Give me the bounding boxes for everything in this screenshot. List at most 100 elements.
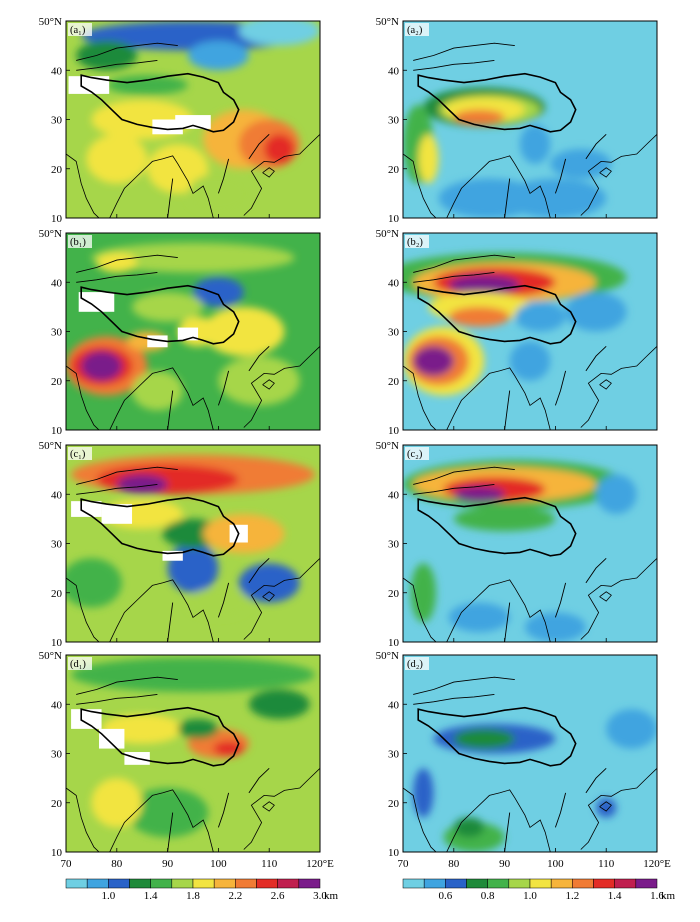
contour-region [606, 709, 657, 749]
coastline [66, 787, 214, 852]
colorbar-swatch [235, 878, 257, 889]
map-panel-c1: 10 20 30 40 50°N (c₁) [39, 440, 321, 649]
coastline [262, 379, 275, 390]
colorbar-swatch [402, 878, 425, 889]
contour-region [116, 474, 168, 495]
coastline [66, 365, 214, 430]
colorbar-unit: km [324, 890, 339, 902]
contour-field-d2 [403, 655, 657, 852]
lat-tick-label: 30 [51, 539, 63, 551]
colorbar-swatch [423, 878, 446, 889]
river-line [167, 178, 174, 218]
contour-region [596, 474, 637, 514]
panel-label-b1: (b₁) [70, 237, 86, 248]
lat-tick-label: 10 [388, 847, 400, 859]
lat-tick-label: 40 [388, 277, 400, 289]
missing-data-area [71, 501, 102, 517]
river-line [217, 792, 230, 828]
boundaries-b1 [66, 254, 320, 430]
missing-data-area [71, 709, 102, 729]
river-line [248, 345, 270, 372]
colorbar-swatch [65, 878, 88, 889]
lat-tick-label: 10 [51, 425, 63, 437]
lat-tick-label: 20 [51, 164, 63, 176]
boundaries-c2 [403, 466, 657, 642]
colorbar-label: 1.8 [186, 890, 200, 902]
river-line [585, 557, 607, 584]
lat-tick-label: 30 [51, 115, 63, 127]
coastline [262, 591, 275, 602]
contour-region [453, 506, 556, 532]
river-line [76, 271, 158, 283]
colorbar-swatch [108, 878, 130, 889]
colorbar-right: 0.6 0.8 1.0 1.2 1.4 1.6km [402, 878, 676, 902]
river-line [413, 676, 515, 695]
lat-tick-label: 40 [388, 65, 400, 77]
panel-label-d2: (d₂) [407, 659, 423, 670]
missing-data-area [99, 728, 125, 749]
contour-region [71, 657, 315, 692]
missing-data-area [68, 76, 110, 94]
lat-tick-label: 30 [388, 327, 400, 339]
colorbar-swatch [572, 878, 594, 889]
missing-data-area [101, 504, 133, 524]
contour-region [66, 558, 122, 608]
contour-region [509, 341, 551, 381]
coastline [403, 153, 551, 218]
coastline [580, 134, 657, 216]
lat-tick-label: 20 [388, 588, 400, 600]
panel-label-c1: (c₁) [70, 449, 86, 460]
map-panel-a2: 10 20 30 40 50°N (a₂) [376, 16, 658, 225]
plateau-boundary [417, 72, 577, 133]
river-line [504, 178, 511, 218]
contour-region [413, 768, 434, 818]
coastline [243, 768, 320, 850]
river-line [76, 483, 158, 495]
lat-tick-label: 50°N [376, 228, 399, 240]
lat-tick-label: 10 [388, 425, 400, 437]
coastline [66, 153, 214, 218]
contour-region [203, 306, 285, 357]
river-line [413, 466, 515, 485]
lon-tick-label: 70 [398, 858, 410, 870]
field-background [403, 655, 657, 852]
colorbar-swatch [529, 878, 552, 889]
colorbar-swatch [277, 878, 300, 889]
river-line [585, 133, 607, 160]
boundaries-a2 [403, 42, 657, 218]
colorbar-left: 1.0 1.4 1.8 2.2 2.6 3.0km [65, 878, 339, 902]
colorbar-swatch [593, 878, 615, 889]
lat-tick-label: 50°N [39, 440, 62, 452]
lat-tick-label: 10 [388, 213, 400, 225]
colorbar-label: 1.0 [523, 890, 537, 902]
river-line [413, 271, 495, 283]
contour-region [550, 149, 612, 179]
colorbar-swatch [256, 878, 278, 889]
plateau-boundary [417, 284, 577, 345]
lon-tick-label: 110 [261, 858, 278, 870]
contour-region [596, 797, 617, 818]
map-panel-c2: 10 20 30 40 50°N (c₂) [376, 440, 658, 649]
map-panel-d1: 10 20 30 40 50°N 70 80 90 100 110 120°E (d₁) [39, 650, 334, 870]
river-line [585, 345, 607, 372]
boundaries-b2 [403, 254, 657, 430]
coastline [599, 167, 612, 178]
lat-tick-label: 50°N [39, 650, 62, 662]
contour-region [187, 40, 249, 71]
coastline [243, 346, 320, 428]
lat-tick-label: 20 [51, 376, 63, 388]
coastline [243, 134, 320, 216]
contour-region [453, 817, 485, 838]
contour-field-b1 [66, 233, 320, 430]
lat-tick-label: 50°N [39, 228, 62, 240]
colorbar-swatch [487, 878, 510, 889]
lon-tick-label: 70 [61, 858, 73, 870]
lat-tick-label: 40 [51, 489, 63, 501]
coastline [580, 558, 657, 640]
lat-tick-label: 20 [51, 798, 63, 810]
contour-region [91, 242, 295, 273]
contour-region [453, 728, 515, 749]
contour-region [187, 587, 249, 618]
river-line [76, 59, 158, 71]
